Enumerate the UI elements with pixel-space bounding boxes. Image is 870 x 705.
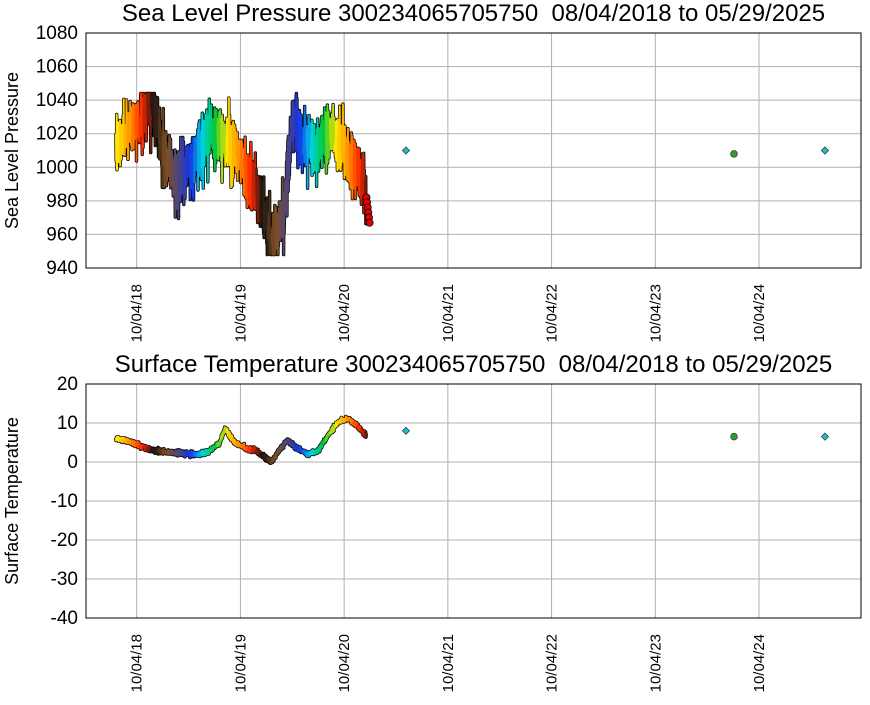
svg-text:-20: -20 xyxy=(51,530,78,551)
svg-text:10/04/18: 10/04/18 xyxy=(129,284,146,342)
svg-text:1060: 1060 xyxy=(36,57,78,78)
svg-text:-10: -10 xyxy=(51,491,78,512)
svg-text:Surface Temperature: Surface Temperature xyxy=(2,417,22,585)
svg-text:10/04/18: 10/04/18 xyxy=(129,634,146,692)
svg-text:960: 960 xyxy=(46,224,78,245)
svg-text:10/04/22: 10/04/22 xyxy=(544,634,561,692)
svg-text:1020: 1020 xyxy=(36,124,78,145)
svg-text:10/04/23: 10/04/23 xyxy=(647,634,664,692)
svg-text:1040: 1040 xyxy=(36,90,78,111)
svg-text:Sea Level Pressure: Sea Level Pressure xyxy=(2,72,22,229)
svg-text:10/04/22: 10/04/22 xyxy=(544,284,561,342)
svg-text:10/04/20: 10/04/20 xyxy=(336,284,353,342)
svg-text:10/04/21: 10/04/21 xyxy=(440,284,457,342)
svg-text:10/04/19: 10/04/19 xyxy=(232,634,249,692)
svg-text:10/04/20: 10/04/20 xyxy=(336,634,353,692)
svg-text:10/04/21: 10/04/21 xyxy=(440,634,457,692)
svg-text:-30: -30 xyxy=(51,569,78,590)
svg-text:Sea Level Pressure 30023406570: Sea Level Pressure 300234065705750 08/04… xyxy=(122,0,825,27)
svg-text:980: 980 xyxy=(46,191,78,212)
svg-text:1000: 1000 xyxy=(36,157,78,178)
svg-text:10/04/19: 10/04/19 xyxy=(232,284,249,342)
svg-text:10/04/24: 10/04/24 xyxy=(751,284,768,342)
svg-text:10/04/23: 10/04/23 xyxy=(647,284,664,342)
svg-text:1080: 1080 xyxy=(36,23,78,44)
svg-text:10/04/24: 10/04/24 xyxy=(751,634,768,692)
svg-text:10: 10 xyxy=(57,413,78,434)
svg-text:20: 20 xyxy=(57,374,78,395)
svg-text:940: 940 xyxy=(46,258,78,279)
svg-text:-40: -40 xyxy=(51,608,78,629)
svg-text:Surface Temperature 3002340657: Surface Temperature 300234065705750 08/0… xyxy=(115,351,832,378)
svg-text:0: 0 xyxy=(67,452,78,473)
